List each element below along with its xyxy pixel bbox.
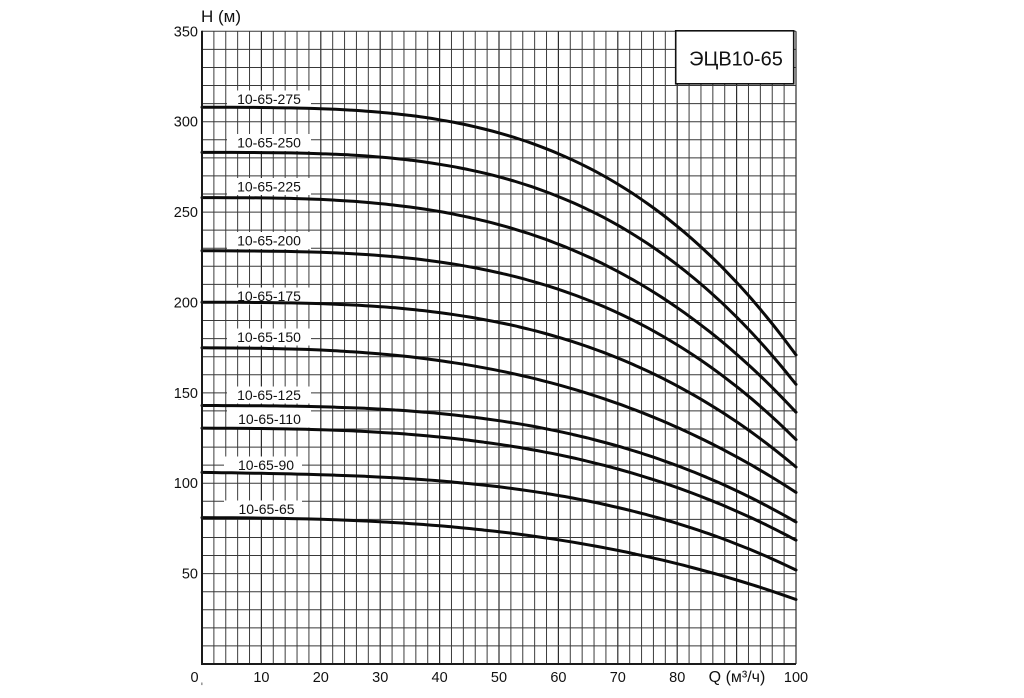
svg-text:10-65-125: 10-65-125 — [237, 387, 301, 403]
svg-text:10-65-90: 10-65-90 — [238, 457, 294, 473]
svg-text:10-65-225: 10-65-225 — [237, 179, 301, 195]
svg-text:350: 350 — [174, 24, 198, 40]
svg-text:200: 200 — [174, 296, 198, 312]
svg-text:70: 70 — [610, 670, 626, 686]
svg-text:H (м): H (м) — [201, 7, 241, 26]
svg-text:40: 40 — [432, 670, 448, 686]
svg-text:20: 20 — [313, 670, 329, 686]
svg-text:30: 30 — [372, 670, 388, 686]
svg-text:300: 300 — [174, 115, 198, 131]
svg-text:10-65-110: 10-65-110 — [238, 411, 301, 427]
svg-text:Q (м³/ч): Q (м³/ч) — [709, 669, 766, 686]
svg-text:100: 100 — [174, 476, 198, 492]
svg-text:100: 100 — [784, 670, 808, 686]
svg-text:10-65-65: 10-65-65 — [238, 501, 294, 517]
svg-text:0: 0 — [190, 670, 198, 686]
svg-text:10-65-150: 10-65-150 — [237, 329, 301, 345]
svg-text:250: 250 — [174, 205, 198, 221]
svg-text:50: 50 — [491, 670, 507, 686]
svg-text:10-65-175: 10-65-175 — [237, 288, 301, 304]
svg-text:150: 150 — [174, 386, 198, 402]
svg-text:10-65-250: 10-65-250 — [237, 135, 301, 151]
svg-text:ЭЦВ10-65: ЭЦВ10-65 — [689, 49, 783, 71]
svg-text:50: 50 — [182, 567, 198, 583]
svg-text:80: 80 — [669, 670, 685, 686]
svg-text:10-65-275: 10-65-275 — [237, 91, 301, 107]
svg-text:10: 10 — [253, 670, 269, 686]
svg-text:60: 60 — [550, 670, 566, 686]
svg-text:10-65-200: 10-65-200 — [237, 233, 301, 249]
